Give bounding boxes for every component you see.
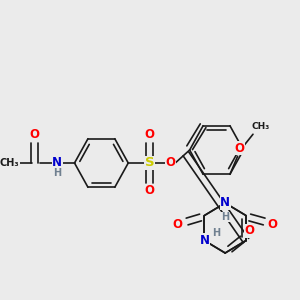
Text: N: N (52, 157, 62, 169)
Text: H: H (212, 227, 220, 238)
Text: H: H (53, 168, 61, 178)
Text: O: O (29, 128, 39, 142)
Text: N: N (220, 196, 230, 209)
Text: S: S (145, 157, 154, 169)
Text: H: H (221, 212, 229, 222)
Text: CH₃: CH₃ (251, 122, 270, 131)
Text: O: O (235, 142, 244, 155)
Text: O: O (268, 218, 278, 231)
Text: O: O (172, 218, 182, 231)
Text: O: O (144, 128, 154, 142)
Text: CH₃: CH₃ (0, 158, 19, 168)
Text: O: O (244, 224, 254, 238)
Text: O: O (144, 184, 154, 197)
Text: O: O (166, 157, 176, 169)
Text: N: N (200, 234, 209, 247)
